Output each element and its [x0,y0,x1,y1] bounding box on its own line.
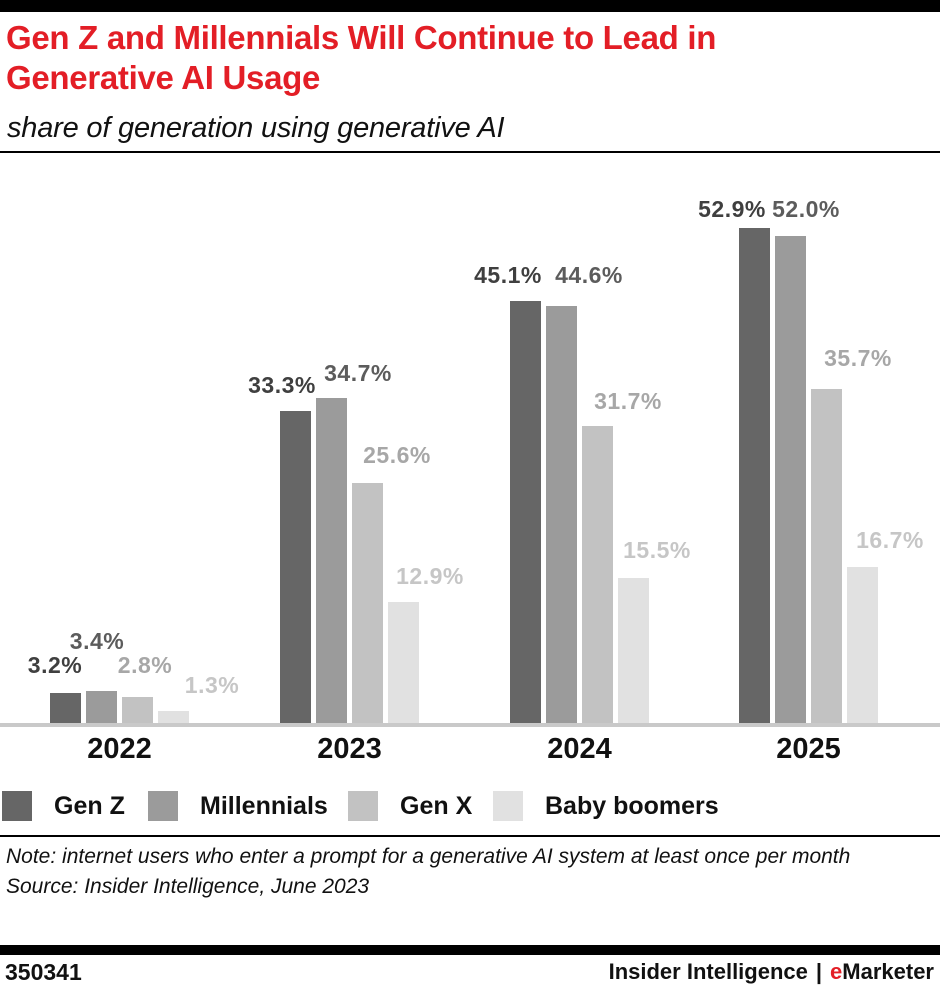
bar-2022-gen-x [122,697,153,723]
top-accent-bar [0,0,940,12]
note-divider-line [0,835,940,837]
value-label-2022-gen-x: 2.8% [117,652,173,678]
value-label-2023-gen-z: 33.3% [248,372,316,398]
bar-2023-gen-z [280,411,311,723]
value-label-2023-baby-boomers: 12.9% [396,563,464,589]
brand-left: Insider Intelligence [608,959,808,984]
bar-2024-millennials [546,306,577,723]
bar-2024-gen-z [510,301,541,723]
legend-item-millennials: Millennials [148,791,328,821]
bar-2024-gen-x [582,426,613,723]
subtitle-underline [0,151,940,153]
chart-id: 350341 [5,959,82,985]
brand-divider: | [815,959,823,984]
x-axis-label-2025: 2025 [776,733,841,765]
legend-label-gen-z: Gen Z [54,791,125,820]
legend-label-millennials: Millennials [200,791,328,820]
legend-swatch-baby-boomers [493,791,523,821]
value-label-2023-millennials: 34.7% [324,360,392,386]
legend-swatch-millennials [148,791,178,821]
brand-emarketer-rest: Marketer [842,959,934,984]
legend-item-baby-boomers: Baby boomers [493,791,719,821]
note-text: Note: internet users who enter a prompt … [6,845,851,868]
chart-title: Gen Z and Millennials Will Continue to L… [6,19,717,96]
legend-item-gen-x: Gen X [348,791,472,821]
x-axis-label-2022: 2022 [87,733,152,765]
note-block: Note: internet users who enter a prompt … [6,842,851,902]
bar-2022-millennials [86,691,117,723]
bottom-accent-bar [0,945,940,955]
bar-2022-gen-z [50,693,81,723]
brand-emarketer-e: e [830,959,843,984]
legend-label-gen-x: Gen X [400,791,473,820]
value-label-2022-baby-boomers: 1.3% [184,672,240,698]
bar-2025-gen-z [739,228,770,723]
value-label-2024-baby-boomers: 15.5% [623,537,691,563]
value-label-2023-gen-x: 25.6% [363,442,431,468]
value-label-2022-millennials: 3.4% [69,628,125,654]
legend: Gen Z Millennials Gen X Baby boomers [0,791,940,821]
bar-2025-gen-x [811,389,842,723]
value-label-2022-gen-z: 3.2% [27,652,83,678]
bar-2025-millennials [775,236,806,723]
value-label-2025-gen-x: 35.7% [824,345,892,371]
value-label-2025-baby-boomers: 16.7% [856,527,924,553]
bar-2025-baby-boomers [847,567,878,723]
chart-subtitle: share of generation using generative AI [7,112,505,144]
legend-item-gen-z: Gen Z [2,791,125,821]
bar-2022-baby-boomers [158,711,189,723]
x-axis-labels: 2022 2023 2024 2025 [0,733,940,767]
value-label-2024-gen-x: 31.7% [594,388,662,414]
bar-2023-millennials [316,398,347,723]
x-axis-line [0,723,940,727]
legend-swatch-gen-x [348,791,378,821]
legend-swatch-gen-z [2,791,32,821]
x-axis-label-2023: 2023 [317,733,382,765]
value-label-2025-millennials: 52.0% [772,196,840,222]
source-text: Source: Insider Intelligence, June 2023 [6,875,370,898]
value-label-2024-gen-z: 45.1% [474,262,542,288]
value-label-2024-millennials: 44.6% [555,262,623,288]
x-axis-label-2024: 2024 [547,733,612,765]
value-label-2025-gen-z: 52.9% [698,196,766,222]
legend-label-baby-boomers: Baby boomers [545,791,719,820]
plot-area: 3.2% 33.3% 45.1% 52.9% 3.4% 34.7% 44.6% 52.0% 2.… [0,165,940,723]
bar-2024-baby-boomers [618,578,649,723]
bar-2023-gen-x [352,483,383,723]
bar-2023-baby-boomers [388,602,419,723]
brand-lockup: Insider Intelligence | eMarketer [609,959,934,985]
